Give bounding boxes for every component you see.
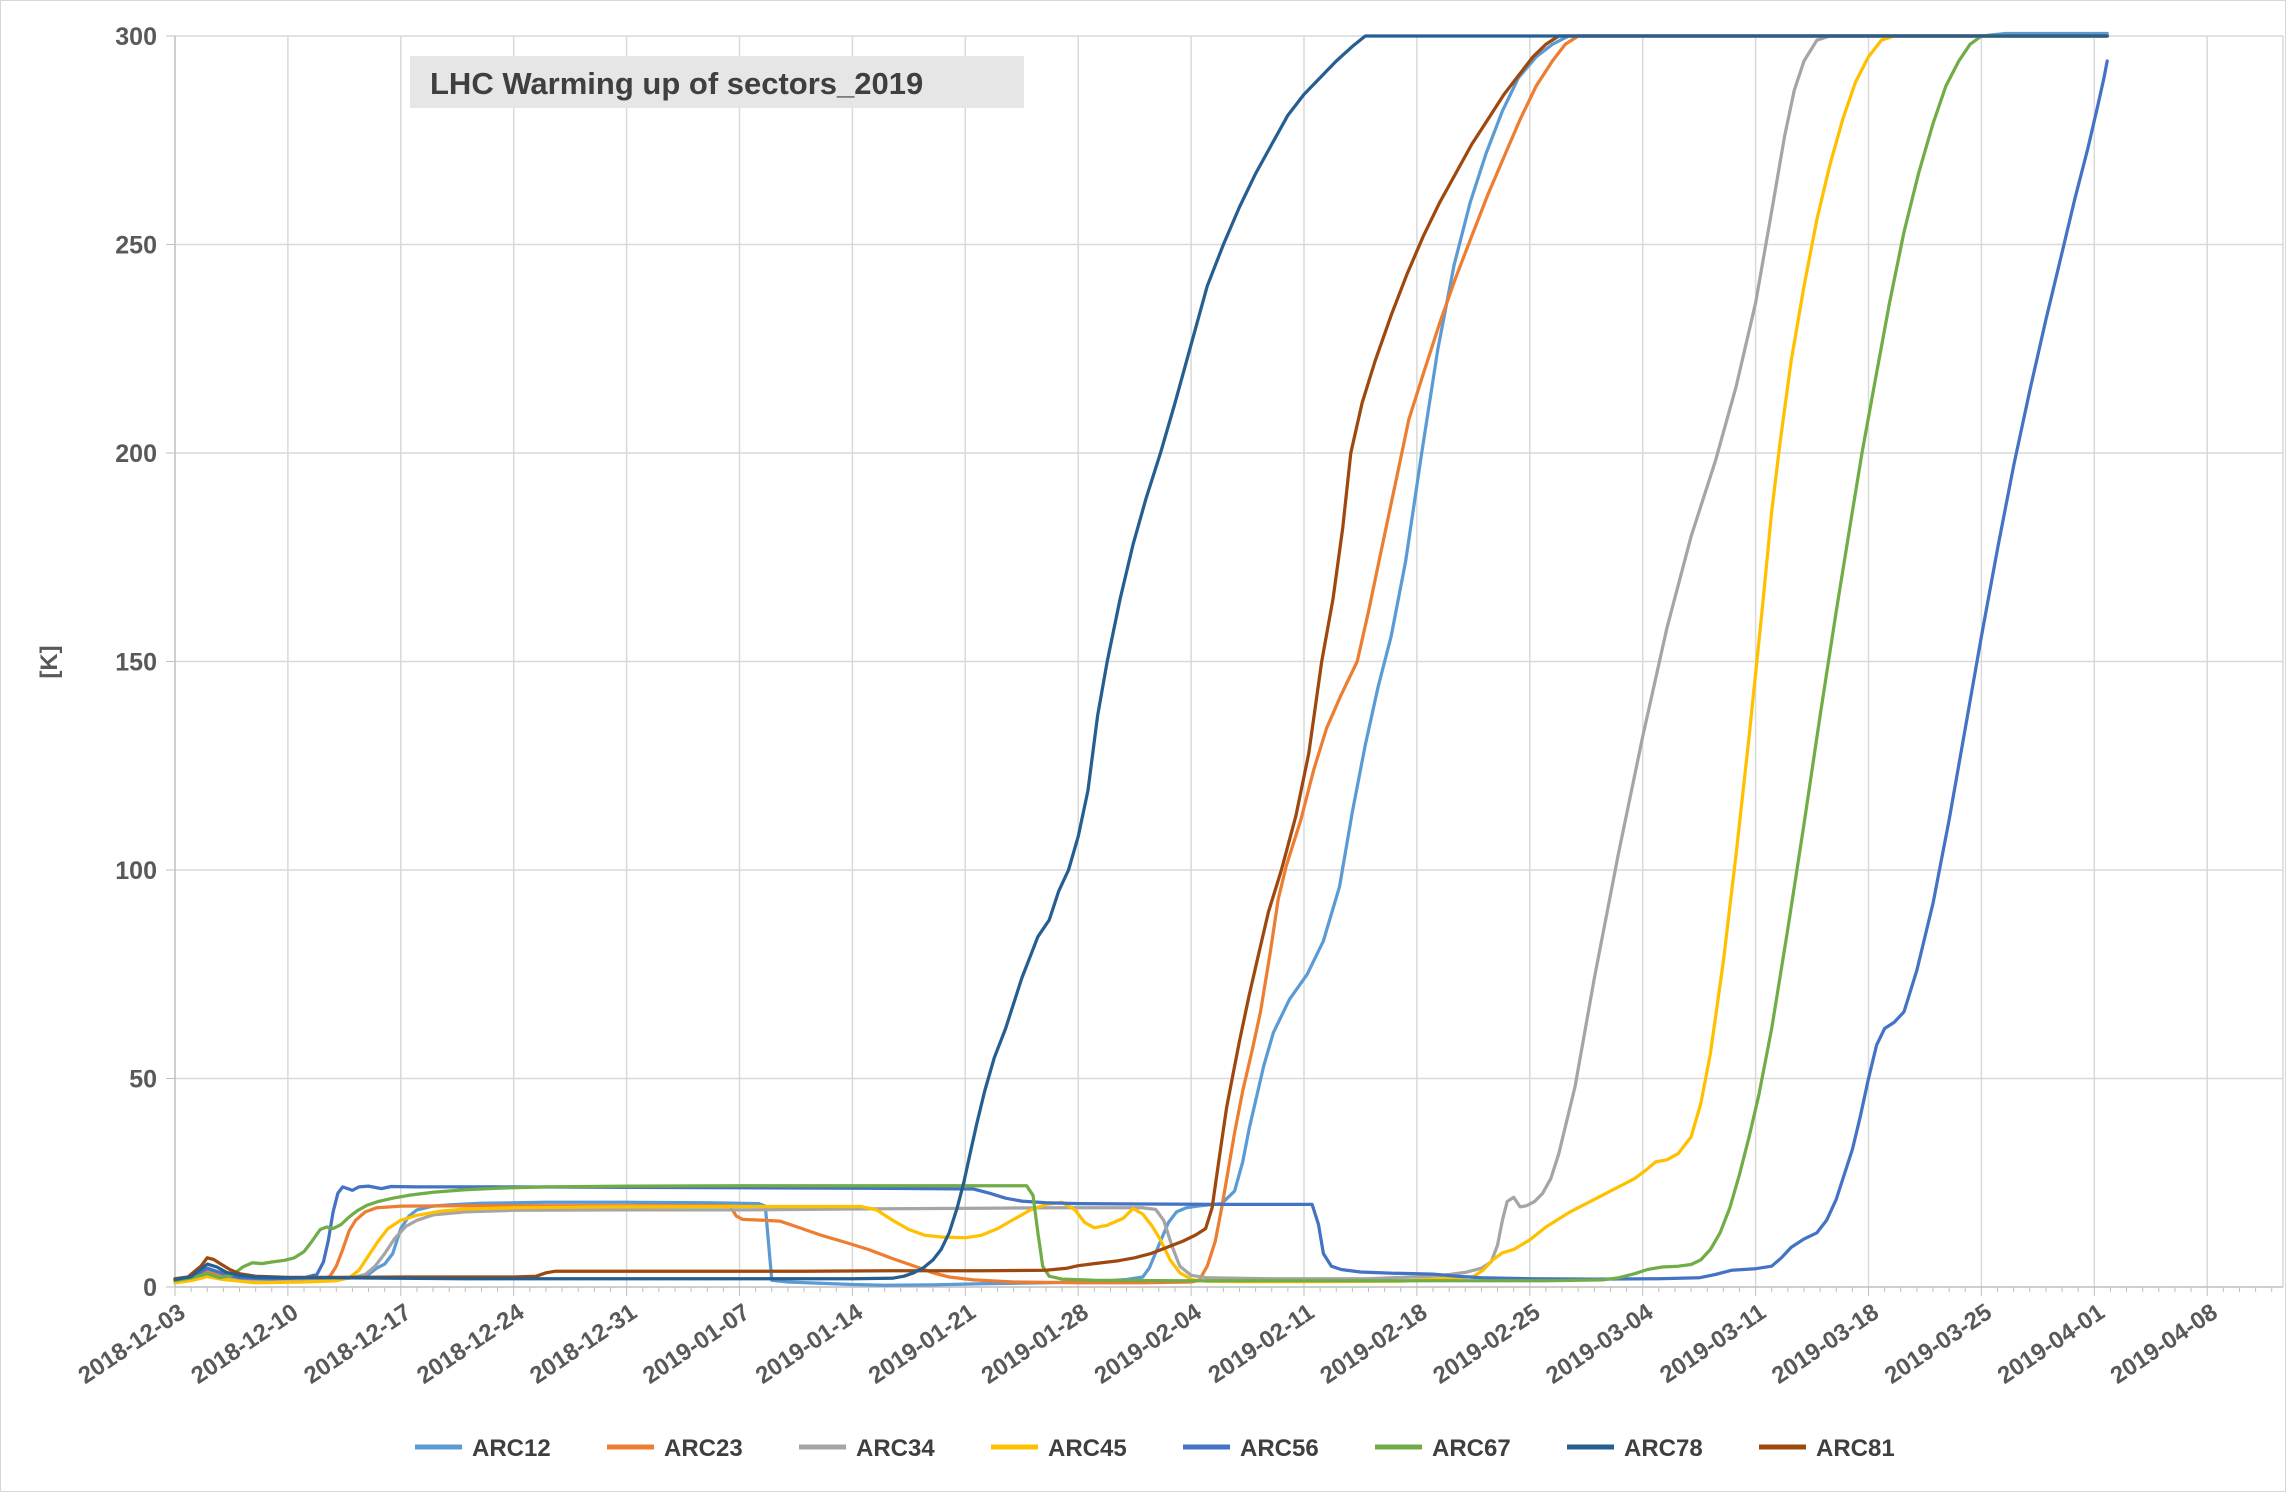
legend-label-ARC34: ARC34 [856,1435,935,1462]
legend-label-ARC45: ARC45 [1048,1435,1127,1462]
legend-item-ARC67: ARC67 [1375,1435,1511,1462]
legend-label-ARC78: ARC78 [1624,1435,1703,1462]
legend-label-ARC12: ARC12 [472,1435,551,1462]
legend: ARC12 ARC23 ARC34 ARC45 ARC56 ARC67 ARC78 ARC81 [415,1435,1895,1462]
y-axis-title: [K] [36,645,63,678]
chart-title-bg [410,56,1024,108]
series-line-ARC67 [173,34,2109,1283]
y-tick-label: 150 [115,649,157,677]
y-tick-label: 100 [115,857,157,885]
gridlines [175,35,2284,1287]
legend-label-ARC81: ARC81 [1816,1435,1895,1462]
y-tick-label: 250 [115,232,157,260]
legend-label-ARC56: ARC56 [1240,1435,1319,1462]
legend-item-ARC34: ARC34 [799,1435,935,1462]
legend-label-ARC67: ARC67 [1432,1435,1511,1462]
chart-title: LHC Warming up of sectors_2019 [430,66,923,101]
legend-item-ARC12: ARC12 [415,1435,551,1462]
axis-ticks [166,35,2273,1296]
series-lines [173,31,2109,1287]
legend-item-ARC45: ARC45 [991,1435,1127,1462]
legend-label-ARC23: ARC23 [664,1435,743,1462]
y-tick-label: 300 [115,23,157,51]
y-tick-label: 50 [129,1066,157,1094]
y-tick-label: 0 [143,1274,157,1302]
legend-item-ARC78: ARC78 [1567,1435,1703,1462]
y-axis-tick-labels: 0 50 100 150 200 250 300 [115,23,157,1302]
series-line-ARC45 [173,34,2109,1285]
legend-item-ARC23: ARC23 [607,1435,743,1462]
series-line-ARC56 [173,59,2109,1282]
y-tick-label: 200 [115,440,157,468]
series-line-ARC78 [173,34,2109,1282]
legend-item-ARC56: ARC56 [1183,1435,1319,1462]
legend-item-ARC81: ARC81 [1759,1435,1895,1462]
